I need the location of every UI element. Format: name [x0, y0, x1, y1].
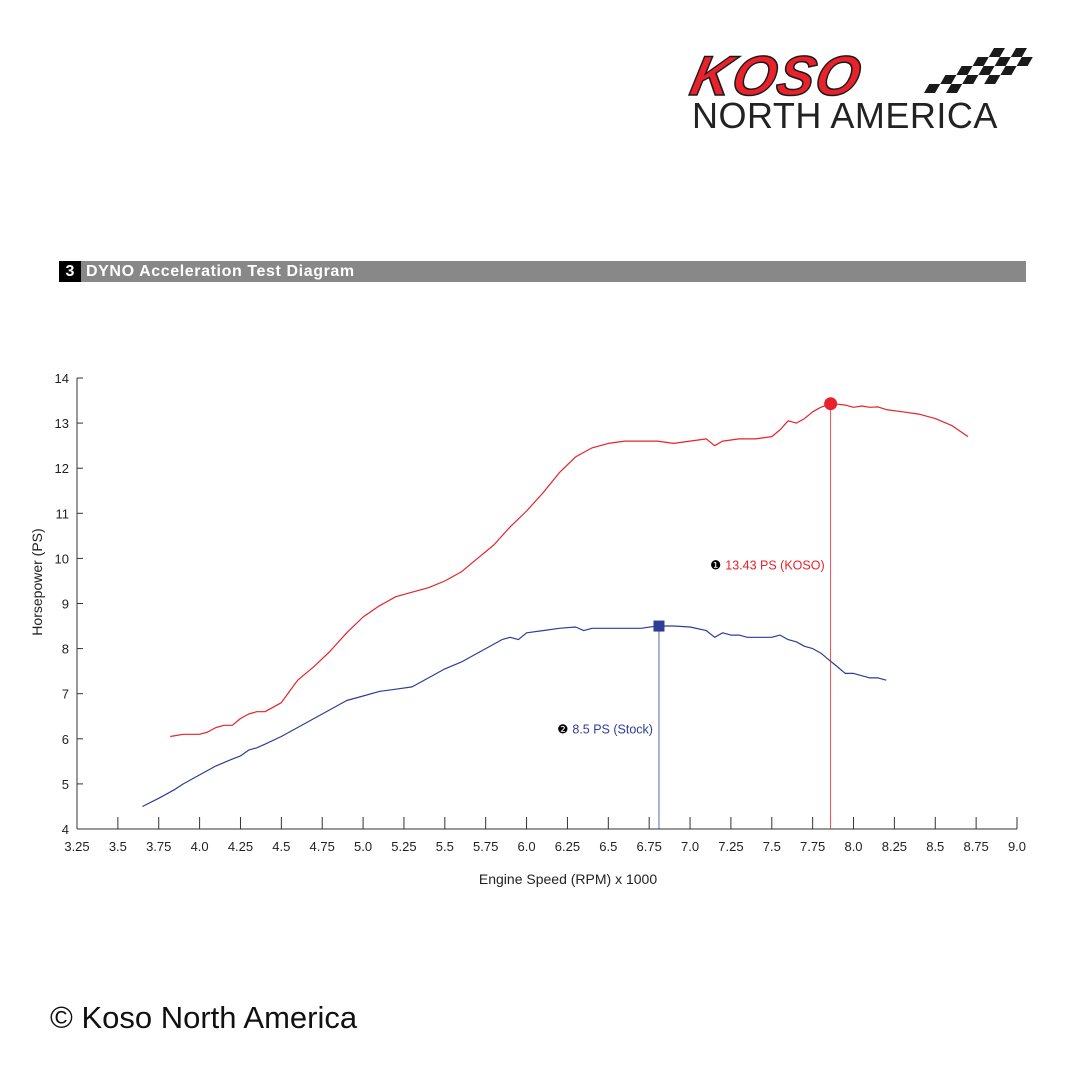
x-tick-label: 7.0 [681, 839, 699, 854]
x-tick-label: 9.0 [1008, 839, 1026, 854]
x-tick-label: 5.25 [391, 839, 416, 854]
stock-power-line [142, 625, 887, 808]
x-tick-label: 5.5 [436, 839, 454, 854]
stock-peak-annotation: ❷ 8.5 PS (Stock) [557, 721, 653, 736]
x-tick-label: 8.25 [882, 839, 907, 854]
x-ticks: 3.25 3.5 3.75 4.0 4.25 4.5 4.75 5.0 5.25 5.5 5.75 6… [64, 817, 1026, 854]
stock-annotation-text: 8.5 PS (Stock) [572, 722, 653, 736]
x-tick-label: 3.5 [109, 839, 127, 854]
x-tick-label: 4.75 [310, 839, 335, 854]
y-tick-label: 5 [62, 777, 69, 792]
y-ticks: 4 5 6 7 8 9 10 11 12 13 14 [55, 371, 83, 837]
series-layer: ❶ 13.43 PS (KOSO) ❷ 8.5 PS (Stock) [142, 397, 969, 829]
series-stock: ❷ 8.5 PS (Stock) [142, 620, 887, 829]
logo-subtitle-text: NORTH AMERICA [692, 95, 998, 136]
y-tick-label: 11 [56, 506, 70, 521]
koso-power-line [170, 403, 969, 738]
y-axis-label: Horsepower (PS) [29, 528, 45, 635]
stock-annotation-number: ❷ [557, 721, 572, 736]
koso-annotation-number: ❶ [710, 558, 725, 573]
x-tick-label: 8.5 [926, 839, 944, 854]
section-number-badge: 3 [59, 261, 81, 282]
checkered-flag-icon [924, 48, 1033, 93]
x-axis-label: Engine Speed (RPM) x 1000 [479, 871, 657, 887]
x-tick-label: 4.5 [272, 839, 290, 854]
chart-axes [76, 378, 1017, 830]
x-tick-label: 4.0 [191, 839, 209, 854]
section-header-bar: 3 DYNO Acceleration Test Diagram [59, 261, 1026, 282]
section-title: DYNO Acceleration Test Diagram [86, 263, 355, 280]
x-tick-label: 7.25 [718, 839, 743, 854]
y-tick-label: 7 [62, 687, 69, 702]
x-tick-label: 7.75 [800, 839, 825, 854]
y-tick-label: 14 [55, 371, 69, 386]
x-tick-label: 3.25 [64, 839, 89, 854]
y-tick-label: 10 [55, 551, 69, 566]
x-tick-label: 8.75 [963, 839, 988, 854]
x-tick-label: 5.75 [473, 839, 498, 854]
x-tick-label: 4.25 [228, 839, 253, 854]
koso-annotation-text: 13.43 PS (KOSO) [725, 559, 824, 573]
x-tick-label: 6.5 [599, 839, 617, 854]
y-tick-label: 4 [62, 822, 69, 837]
y-tick-label: 6 [62, 732, 69, 747]
koso-north-america-logo: KOSO NORTH AMERICA [680, 40, 1040, 145]
y-tick-label: 12 [55, 461, 69, 476]
x-tick-label: 6.75 [637, 839, 662, 854]
koso-peak-annotation: ❶ 13.43 PS (KOSO) [710, 558, 825, 573]
series-koso: ❶ 13.43 PS (KOSO) [170, 397, 969, 829]
x-tick-label: 7.5 [763, 839, 781, 854]
y-tick-label: 13 [55, 416, 69, 431]
x-tick-label: 3.75 [146, 839, 171, 854]
x-tick-label: 5.0 [354, 839, 372, 854]
x-tick-label: 6.25 [555, 839, 580, 854]
x-tick-label: 6.0 [518, 839, 536, 854]
koso-peak-marker [824, 397, 838, 411]
y-tick-label: 8 [62, 642, 69, 657]
x-tick-label: 8.0 [844, 839, 862, 854]
stock-peak-marker [653, 620, 665, 632]
copyright-text: © Koso North America [50, 1000, 358, 1035]
y-tick-label: 9 [62, 597, 69, 612]
